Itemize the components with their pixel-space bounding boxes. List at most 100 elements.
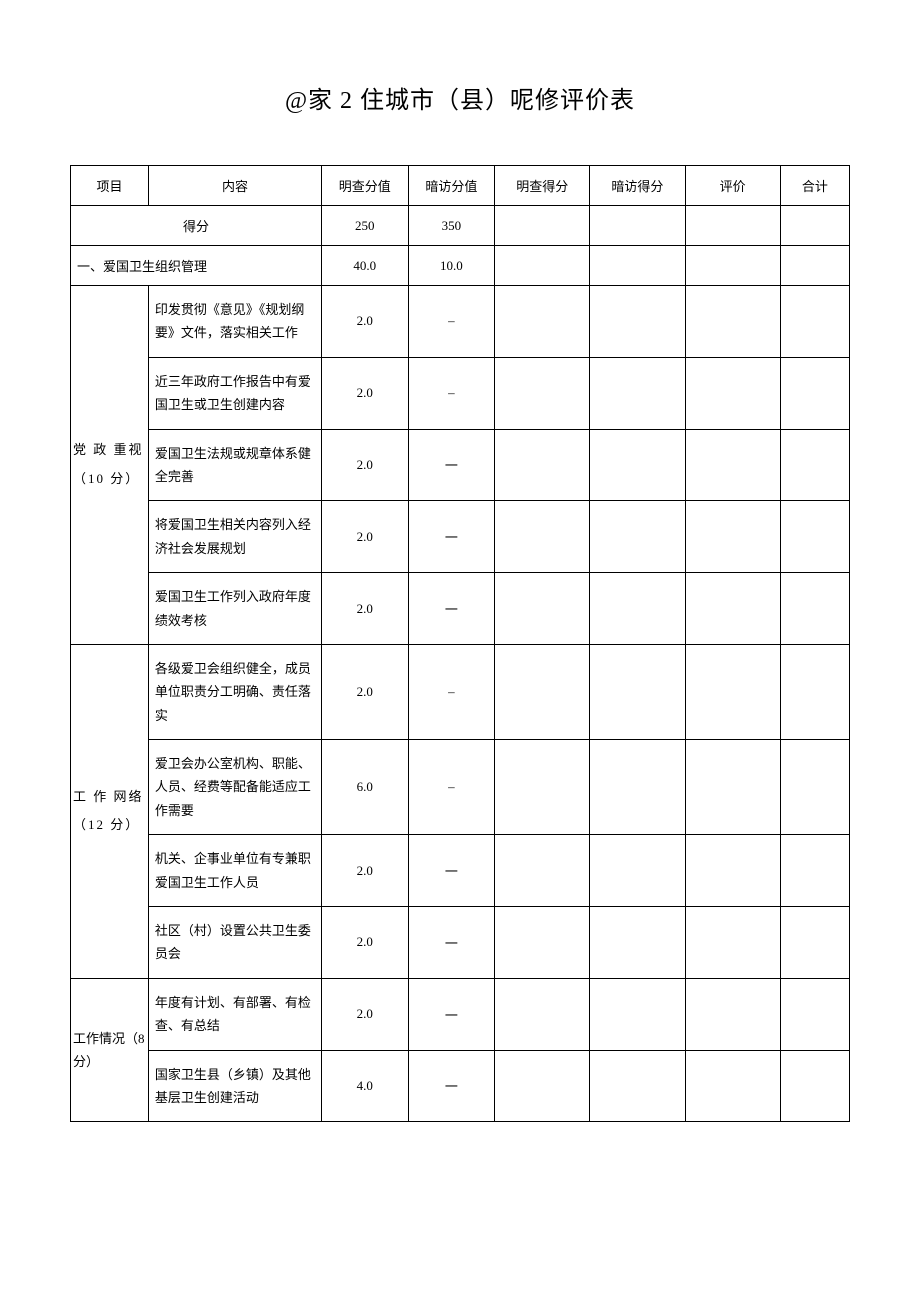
empty-cell: [780, 246, 849, 286]
empty-cell: [495, 206, 590, 246]
group1-label: 党 政 重视 （10 分）: [71, 286, 149, 645]
empty-cell: [590, 573, 685, 645]
header-mc-score: 明查得分: [495, 166, 590, 206]
content-cell: 将爱国卫生相关内容列入经济社会发展规划: [148, 501, 321, 573]
empty-cell: [780, 978, 849, 1050]
table-row: 工作情况（8 分） 年度有计划、有部署、有检查、有总结 2.0 一: [71, 978, 850, 1050]
empty-cell: [590, 907, 685, 979]
content-cell: 各级爱卫会组织健全，成员单位职责分工明确、责任落实: [148, 644, 321, 739]
mc-cell: 6.0: [322, 740, 409, 835]
group3-label: 工作情况（8 分）: [71, 978, 149, 1122]
table-row: 机关、企事业单位有专兼职爱国卫生工作人员 2.0 一: [71, 835, 850, 907]
mc-cell: 2.0: [322, 429, 409, 501]
evaluation-table: 项目 内容 明查分值 暗访分值 明查得分 暗访得分 评价 合计 得分 250 3…: [70, 165, 850, 1122]
empty-cell: [590, 206, 685, 246]
group2-label: 工 作 网络 （12 分）: [71, 644, 149, 978]
empty-cell: [685, 907, 780, 979]
af-cell: 一: [408, 978, 495, 1050]
mc-cell: 2.0: [322, 573, 409, 645]
empty-cell: [590, 501, 685, 573]
content-cell: 国家卫生县（乡镇）及其他基层卫生创建活动: [148, 1050, 321, 1122]
empty-cell: [495, 644, 590, 739]
header-af-score: 暗访得分: [590, 166, 685, 206]
empty-cell: [495, 246, 590, 286]
content-cell: 近三年政府工作报告中有爱国卫生或卫生创建内容: [148, 357, 321, 429]
empty-cell: [685, 206, 780, 246]
empty-cell: [590, 740, 685, 835]
empty-cell: [685, 573, 780, 645]
empty-cell: [685, 1050, 780, 1122]
empty-cell: [685, 644, 780, 739]
empty-cell: [590, 357, 685, 429]
empty-cell: [590, 644, 685, 739]
empty-cell: [495, 1050, 590, 1122]
table-row: 将爱国卫生相关内容列入经济社会发展规划 2.0 一: [71, 501, 850, 573]
empty-cell: [780, 835, 849, 907]
mc-cell: 2.0: [322, 644, 409, 739]
table-row: 爱国卫生工作列入政府年度绩效考核 2.0 一: [71, 573, 850, 645]
content-cell: 机关、企事业单位有专兼职爱国卫生工作人员: [148, 835, 321, 907]
empty-cell: [780, 644, 849, 739]
empty-cell: [590, 835, 685, 907]
empty-cell: [495, 357, 590, 429]
empty-cell: [780, 740, 849, 835]
section1-af: 10.0: [408, 246, 495, 286]
empty-cell: [590, 978, 685, 1050]
content-cell: 爱国卫生法规或规章体系健全完善: [148, 429, 321, 501]
page-title: @家 2 住城市（县）呢修评价表: [70, 80, 850, 115]
section1-mc: 40.0: [322, 246, 409, 286]
empty-cell: [495, 429, 590, 501]
af-cell: 一: [408, 501, 495, 573]
empty-cell: [495, 978, 590, 1050]
mc-cell: 2.0: [322, 286, 409, 358]
af-cell: –: [408, 286, 495, 358]
section1-row: 一、爱国卫生组织管理 40.0 10.0: [71, 246, 850, 286]
table-row: 爱国卫生法规或规章体系健全完善 2.0 一: [71, 429, 850, 501]
score-label: 得分: [71, 206, 322, 246]
mc-cell: 2.0: [322, 835, 409, 907]
score-mc: 250: [322, 206, 409, 246]
empty-cell: [685, 246, 780, 286]
mc-cell: 2.0: [322, 907, 409, 979]
empty-cell: [495, 835, 590, 907]
table-row: 爱卫会办公室机构、职能、人员、经费等配备能适应工作需要 6.0 –: [71, 740, 850, 835]
af-cell: 一: [408, 429, 495, 501]
table-row: 党 政 重视 （10 分） 印发贯彻《意见》《规划纲要》文件，落实相关工作 2.…: [71, 286, 850, 358]
table-row: 国家卫生县（乡镇）及其他基层卫生创建活动 4.0 一: [71, 1050, 850, 1122]
content-cell: 爱卫会办公室机构、职能、人员、经费等配备能适应工作需要: [148, 740, 321, 835]
table-row: 社区（村）设置公共卫生委员会 2.0 一: [71, 907, 850, 979]
empty-cell: [780, 357, 849, 429]
empty-cell: [495, 286, 590, 358]
content-cell: 爱国卫生工作列入政府年度绩效考核: [148, 573, 321, 645]
header-content: 内容: [148, 166, 321, 206]
empty-cell: [685, 835, 780, 907]
mc-cell: 2.0: [322, 978, 409, 1050]
score-row: 得分 250 350: [71, 206, 850, 246]
af-cell: –: [408, 357, 495, 429]
mc-cell: 2.0: [322, 501, 409, 573]
header-project: 项目: [71, 166, 149, 206]
empty-cell: [590, 429, 685, 501]
af-cell: –: [408, 740, 495, 835]
af-cell: 一: [408, 1050, 495, 1122]
content-cell: 社区（村）设置公共卫生委员会: [148, 907, 321, 979]
empty-cell: [495, 907, 590, 979]
empty-cell: [685, 286, 780, 358]
af-cell: 一: [408, 907, 495, 979]
table-row: 近三年政府工作报告中有爱国卫生或卫生创建内容 2.0 –: [71, 357, 850, 429]
header-row: 项目 内容 明查分值 暗访分值 明查得分 暗访得分 评价 合计: [71, 166, 850, 206]
section1-title: 一、爱国卫生组织管理: [71, 246, 322, 286]
empty-cell: [685, 740, 780, 835]
empty-cell: [780, 286, 849, 358]
af-cell: –: [408, 644, 495, 739]
empty-cell: [495, 573, 590, 645]
empty-cell: [780, 206, 849, 246]
empty-cell: [780, 573, 849, 645]
empty-cell: [685, 357, 780, 429]
mc-cell: 4.0: [322, 1050, 409, 1122]
table-row: 工 作 网络 （12 分） 各级爱卫会组织健全，成员单位职责分工明确、责任落实 …: [71, 644, 850, 739]
af-cell: 一: [408, 835, 495, 907]
empty-cell: [590, 246, 685, 286]
empty-cell: [590, 286, 685, 358]
content-cell: 年度有计划、有部署、有检查、有总结: [148, 978, 321, 1050]
